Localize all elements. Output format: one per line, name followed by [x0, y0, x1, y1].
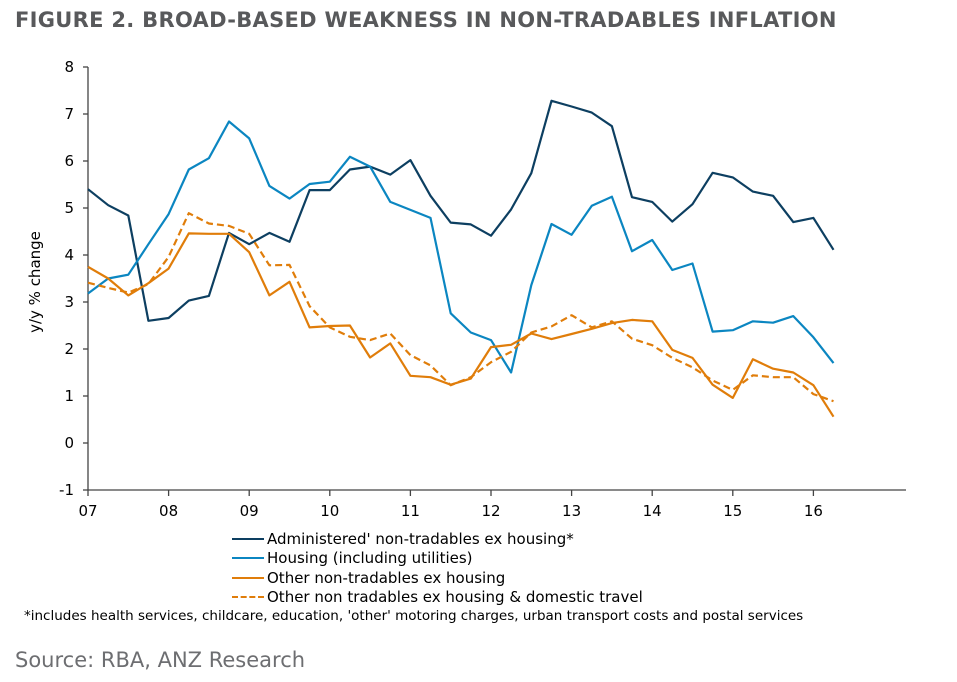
series-line-2 — [87, 232, 835, 418]
x-tick-label: 07 — [78, 502, 97, 520]
series-line-3 — [87, 212, 834, 403]
x-tick-label: 14 — [643, 502, 662, 520]
x-tick-label: 12 — [481, 502, 500, 520]
y-tick-label: 1 — [64, 387, 74, 405]
legend-label: Housing (including utilities) — [267, 549, 473, 568]
y-axis: -1 0 1 2 3 4 5 6 7 8 — [59, 58, 89, 499]
series-line-1 — [87, 120, 835, 374]
legend-item-other-ex-travel: Other non tradables ex housing & domesti… — [232, 588, 643, 608]
x-tick-label: 10 — [320, 502, 339, 520]
legend-label: Other non tradables ex housing & domesti… — [267, 588, 643, 607]
legend-swatch — [232, 557, 264, 560]
x-tick-label: 16 — [804, 502, 823, 520]
chart-title: FIGURE 2. BROAD-BASED WEAKNESS IN NON-TR… — [15, 8, 837, 32]
x-tick-label: 08 — [159, 502, 178, 520]
y-tick-label: 3 — [64, 293, 74, 311]
y-tick-label: 2 — [64, 340, 74, 358]
footnote: *includes health services, childcare, ed… — [24, 608, 804, 624]
x-axis: 07 08 09 10 11 12 13 14 15 16 — [78, 489, 906, 520]
legend-swatch — [232, 576, 264, 579]
y-tick-label: -1 — [59, 481, 74, 499]
x-tick-label: 15 — [723, 502, 742, 520]
legend-swatch — [232, 596, 264, 599]
legend: Administered' non-tradables ex housing* … — [232, 529, 643, 607]
legend-swatch — [232, 537, 264, 540]
legend-label: Administered' non-tradables ex housing* — [267, 529, 574, 548]
y-tick-label: 5 — [64, 199, 74, 217]
y-tick-label: 0 — [64, 434, 74, 452]
y-tick-label: 7 — [64, 105, 74, 123]
legend-item-housing: Housing (including utilities) — [232, 549, 643, 569]
y-tick-label: 6 — [64, 152, 74, 170]
y-axis-label: y/y % change — [26, 231, 44, 333]
y-tick-label: 8 — [64, 58, 74, 76]
legend-item-other: Other non-tradables ex housing — [232, 568, 643, 588]
source-note: Source: RBA, ANZ Research — [15, 648, 306, 672]
series-line-0 — [87, 99, 835, 322]
y-tick-label: 4 — [64, 246, 74, 264]
legend-item-administered: Administered' non-tradables ex housing* — [232, 529, 643, 549]
legend-label: Other non-tradables ex housing — [267, 568, 506, 587]
x-tick-label: 09 — [240, 502, 259, 520]
x-tick-label: 13 — [562, 502, 581, 520]
x-tick-label: 11 — [401, 502, 420, 520]
series-lines — [87, 99, 835, 418]
